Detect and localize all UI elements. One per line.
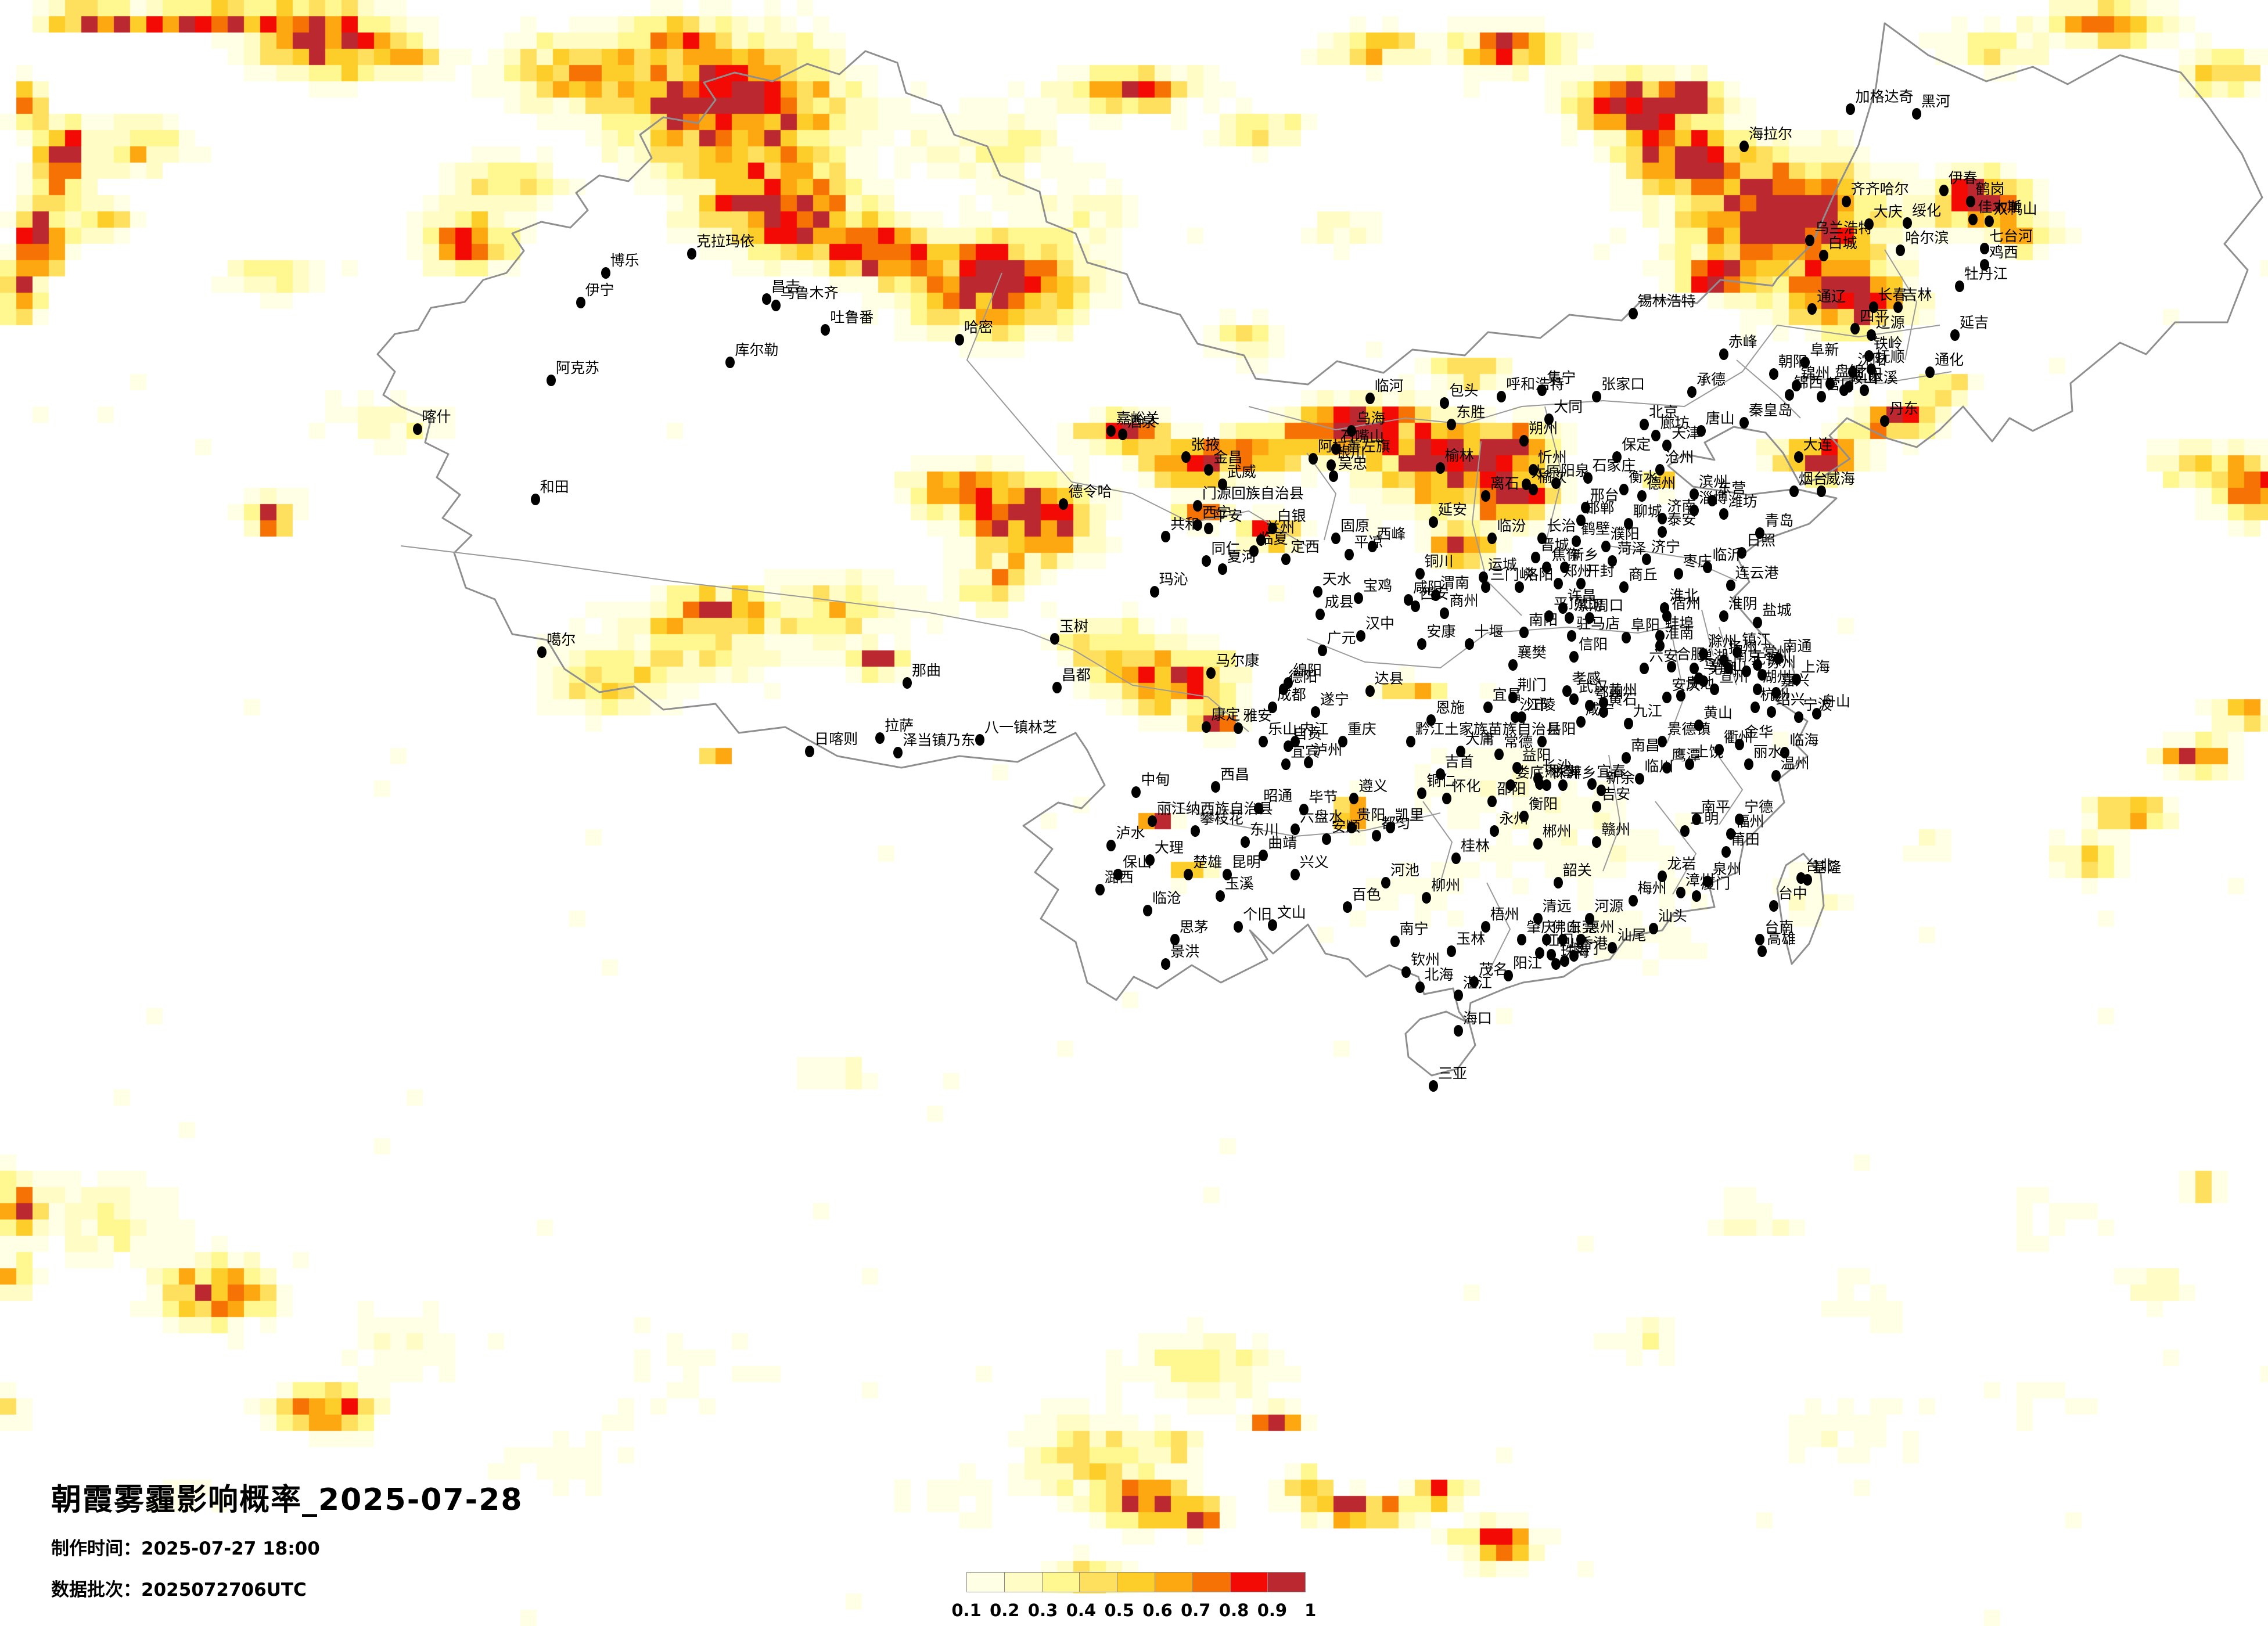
legend-swatch <box>1230 1572 1268 1592</box>
legend-swatch <box>1267 1572 1306 1592</box>
production-time-line: 制作时间：2025-07-27 18:00 <box>51 1534 523 1560</box>
legend-value: 0.4 <box>1066 1600 1097 1620</box>
legend-value: 0.8 <box>1219 1600 1249 1620</box>
legend-value: 0.6 <box>1142 1600 1173 1620</box>
legend-value: 0.3 <box>1027 1600 1058 1620</box>
batch-value: 2025072706UTC <box>141 1580 307 1600</box>
legend-swatch <box>966 1572 1005 1592</box>
legend-swatch <box>1192 1572 1231 1592</box>
legend-value: 0.5 <box>1104 1600 1134 1620</box>
map-title: 朝霞雾霾影响概率_2025-07-28 <box>51 1483 523 1517</box>
legend-value: 0.2 <box>990 1600 1020 1620</box>
legend-value: 0.1 <box>951 1600 982 1620</box>
legend-swatch <box>1041 1572 1080 1592</box>
legend-swatch <box>1004 1572 1043 1592</box>
legend-labels: 0.1 0.2 0.3 0.4 0.5 0.6 0.7 0.8 0.9 1 <box>951 1600 1316 1621</box>
production-time-label: 制作时间： <box>51 1538 141 1559</box>
legend-value: 0.7 <box>1181 1600 1211 1620</box>
batch-label: 数据批次： <box>51 1580 141 1600</box>
legend-swatch <box>1154 1572 1193 1592</box>
title-block: 朝霞雾霾影响概率_2025-07-28 制作时间：2025-07-27 18:0… <box>51 1475 523 1601</box>
batch-line: 数据批次：2025072706UTC <box>51 1575 523 1601</box>
probability-legend: 0.1 0.2 0.3 0.4 0.5 0.6 0.7 0.8 0.9 1 <box>951 1572 1316 1621</box>
legend-swatch <box>1117 1572 1155 1592</box>
legend-swatch <box>1079 1572 1118 1592</box>
legend-swatches <box>966 1572 1306 1592</box>
legend-value: 1 <box>1304 1600 1317 1620</box>
legend-value: 0.9 <box>1257 1600 1288 1620</box>
production-time-value: 2025-07-27 18:00 <box>141 1538 320 1559</box>
